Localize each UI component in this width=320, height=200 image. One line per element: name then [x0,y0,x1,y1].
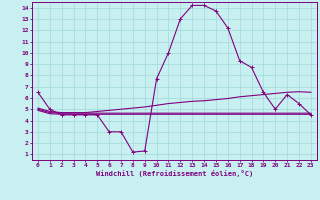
X-axis label: Windchill (Refroidissement éolien,°C): Windchill (Refroidissement éolien,°C) [96,170,253,177]
